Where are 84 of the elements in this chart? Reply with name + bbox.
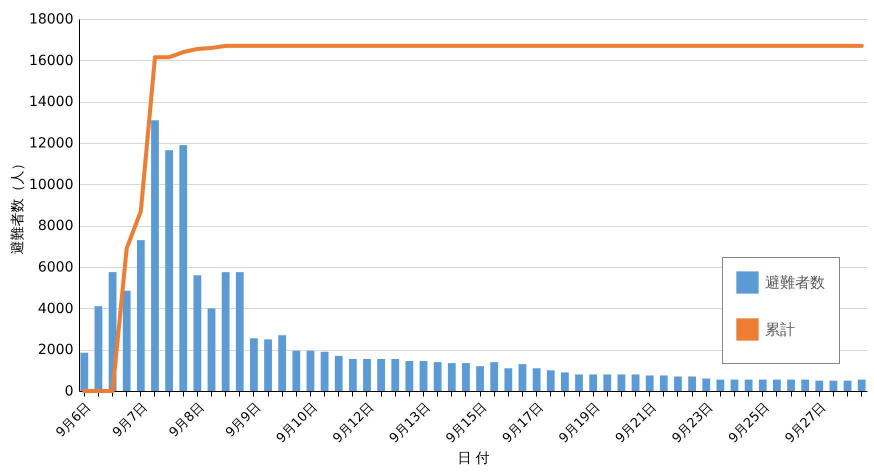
- bar: [575, 374, 583, 391]
- y-tick-label: 18000: [28, 12, 74, 28]
- y-tick-label: 16000: [28, 52, 74, 69]
- x-tick-label: 9月12日: [330, 400, 377, 446]
- bar: [730, 380, 738, 391]
- bar: [94, 306, 102, 391]
- bar: [758, 380, 767, 391]
- bar: [406, 361, 414, 391]
- bar: [193, 275, 202, 391]
- bar: [589, 374, 598, 391]
- bar: [136, 240, 145, 391]
- x-tick-label: 9月23日: [670, 400, 716, 446]
- bar: [801, 380, 810, 391]
- bar: [532, 368, 540, 391]
- bar: [490, 362, 498, 391]
- bar: [716, 380, 724, 391]
- bar: [391, 358, 400, 391]
- bar: [292, 350, 300, 391]
- x-tick-label: 9月25日: [726, 400, 773, 446]
- bar: [787, 380, 795, 391]
- x-tick-label: 9月19日: [556, 400, 604, 446]
- line-series: [82, 44, 864, 393]
- bar: [618, 374, 626, 391]
- bar: [858, 380, 866, 391]
- y-tick-label: 14000: [28, 94, 74, 110]
- y-tick-label: 4000: [38, 300, 74, 317]
- bar: [434, 362, 442, 391]
- y-tick-label: 6000: [38, 260, 74, 276]
- bar: [702, 378, 710, 391]
- bar: [334, 356, 343, 391]
- bar: [179, 145, 188, 391]
- y-tick-label: 8000: [38, 218, 74, 234]
- bar: [236, 272, 244, 391]
- y-tick-label: 10000: [28, 176, 74, 193]
- bar: [363, 358, 371, 391]
- x-axis-title: 日 付: [457, 450, 490, 467]
- bar: [377, 358, 386, 391]
- bar: [165, 150, 173, 391]
- bar: [448, 363, 456, 391]
- bar: [462, 363, 470, 391]
- bar: [773, 380, 781, 391]
- bar: [646, 376, 654, 391]
- bar: [306, 350, 314, 391]
- bar: [208, 308, 216, 391]
- bar: [348, 358, 357, 391]
- y-tick-label: 12000: [28, 136, 74, 152]
- x-tick-label: 9月7日: [110, 400, 151, 440]
- bar: [815, 380, 824, 391]
- x-tick-label: 9月10日: [274, 400, 320, 446]
- bar: [80, 352, 88, 391]
- bar: [264, 339, 272, 391]
- x-tick-label: 9月13日: [386, 400, 434, 446]
- bar: [504, 368, 512, 391]
- bar: [603, 374, 612, 391]
- x-tick-label: 9月15日: [443, 400, 490, 446]
- y-axis-title: 避難者数（人）: [10, 156, 26, 254]
- y-tick-label: 2000: [38, 342, 74, 358]
- bar: [546, 370, 555, 391]
- bar: [476, 366, 484, 391]
- bar: [420, 361, 428, 391]
- bar: [688, 376, 696, 391]
- bar: [744, 380, 753, 391]
- y-tick-label: 0: [64, 384, 74, 400]
- legend-label: 累計: [765, 320, 795, 338]
- bar: [278, 335, 286, 391]
- bar: [844, 380, 852, 391]
- x-tick-label: 9月17日: [500, 400, 547, 446]
- x-tick-label: 9月9日: [223, 400, 264, 440]
- x-tick-label: 9月8日: [166, 400, 208, 440]
- bar: [122, 290, 131, 391]
- x-tick-label: 9月6日: [54, 400, 94, 440]
- bar: [674, 376, 682, 391]
- bar: [518, 364, 526, 391]
- x-tick-label: 9月27日: [782, 400, 830, 446]
- x-tick-label: 9月21日: [613, 400, 660, 446]
- bar: [320, 352, 328, 391]
- bar: [632, 374, 640, 391]
- legend-label: 避難者数: [765, 274, 825, 292]
- bar: [151, 120, 159, 391]
- bar: [222, 272, 230, 391]
- bar: [660, 376, 668, 391]
- bar: [250, 338, 258, 391]
- bar: [830, 380, 838, 391]
- bar: [560, 372, 569, 391]
